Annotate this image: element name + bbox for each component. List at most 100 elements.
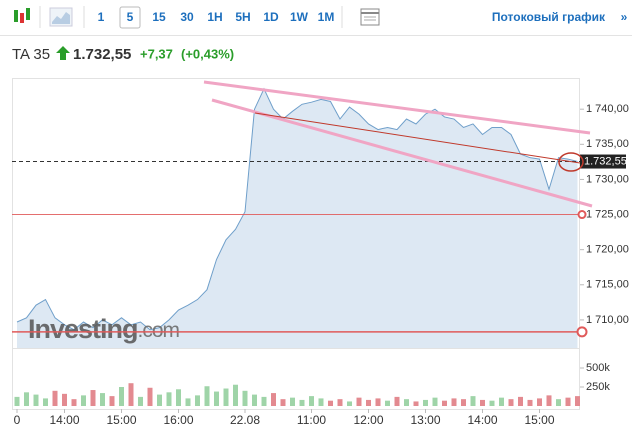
x-tick-label: 15:00 [106,413,136,427]
volume-bar [81,395,86,406]
volume-bar [432,397,438,406]
volume-bar [537,398,542,406]
volume-bar [195,395,200,406]
volume-bar [157,394,162,406]
more-button[interactable]: » [621,10,628,24]
last-price-box [580,154,626,169]
volume-bar [527,399,533,406]
marker-circle [558,152,584,172]
interval-button[interactable]: 15 [152,10,166,24]
symbol: TA 35 [12,46,50,63]
settings-icon[interactable] [360,8,380,26]
volume-bar [100,393,105,406]
watermark-brand: Investing [28,314,138,344]
volume-bar [147,387,153,406]
y-tick-label: 1 725,00 [586,208,629,220]
price-area [17,88,578,349]
x-tick-label: 11:00 [297,413,326,427]
volume-bar [470,396,476,406]
x-tick-label: 14:00 [49,413,79,427]
volume-bar [271,393,276,406]
interval-button[interactable]: 1M [318,10,335,24]
level-handle [577,210,587,220]
interval-button[interactable]: 30 [180,10,194,24]
y-tick-label: 1 730,00 [586,173,629,185]
volume-bar [90,390,96,406]
volume-bar [280,399,286,406]
volume-bar [546,395,552,406]
volume-bar [337,399,343,406]
volume-bar [413,401,419,406]
volume-bar [394,396,400,406]
volume-bar [375,398,381,406]
volume-bar [233,384,238,406]
volume-tick-label: 500k [586,362,610,374]
interval-button[interactable]: 1D [263,10,279,24]
interval-button[interactable]: 1 [98,10,105,24]
volume-bar [556,399,561,406]
volume-bar [252,394,257,406]
x-tick-label: 15:00 [524,413,554,427]
trend-line [254,112,581,164]
volume-bar [119,387,124,406]
stream-link[interactable]: Потоковый график [492,10,606,24]
volume-bar [565,397,571,406]
x-tick-label: 13:00 [410,413,440,427]
volume-bar [290,397,295,406]
interval-button[interactable]: 1W [290,10,309,24]
volume-bar [261,396,267,406]
x-tick-label: 22.08 [230,413,260,427]
volume-bar [176,389,181,406]
y-tick-label: 1 720,00 [586,244,629,256]
x-tick-label: 14:00 [467,413,497,427]
interval-button[interactable]: 1H [207,10,222,24]
price: 1.732,55 [73,46,131,63]
volume-bar [328,400,333,406]
volume-bar [214,391,219,406]
last-price-label: 1.732,55 [584,155,627,167]
watermark-domain: .com [138,319,180,342]
candle-icon[interactable] [14,8,30,23]
volume-bar [404,399,409,406]
volume-bar [14,396,20,406]
trend-line [203,80,591,135]
volume-bar [43,398,48,406]
volume-bar [24,392,29,406]
interval-button[interactable]: 5H [235,10,250,24]
volume-bar [138,396,143,406]
volume-bar [204,386,210,406]
selected-box [119,6,141,29]
volume-bar [62,393,67,406]
volume-tick-label: 250k [586,381,610,393]
y-tick-label: 1 710,00 [586,314,629,326]
volume-bar [242,390,248,406]
volume-bar [166,392,172,406]
y-tick-label: 1 715,00 [586,279,629,291]
volume-bar [575,396,580,406]
area-icon[interactable] [49,7,73,27]
volume-bar [499,397,504,406]
price-line [16,87,578,331]
volume-bar [385,400,390,406]
volume-bar [109,396,115,406]
volume-bar [185,398,191,406]
volume-bar [366,399,371,406]
volume-bar [318,398,324,406]
toolbar: 1 5 15 30 1H 5H 1D 1W 1M Потоковый график » [0,6,632,36]
volume-bar [356,397,362,406]
up-arrow [56,46,70,60]
change: +7,37 [140,46,173,61]
level-handle [576,326,588,338]
volume-bar [480,399,485,406]
volume-bar [461,399,466,406]
volume-bar [442,400,447,406]
y-tick-label: 1 735,00 [586,138,629,150]
interval-button[interactable]: 5 [127,10,134,24]
volume-bar [347,401,352,406]
change-percent: (+0,43%) [181,46,234,61]
volume-bar [489,400,495,406]
volume-bar [33,394,39,406]
trend-line [211,98,593,208]
